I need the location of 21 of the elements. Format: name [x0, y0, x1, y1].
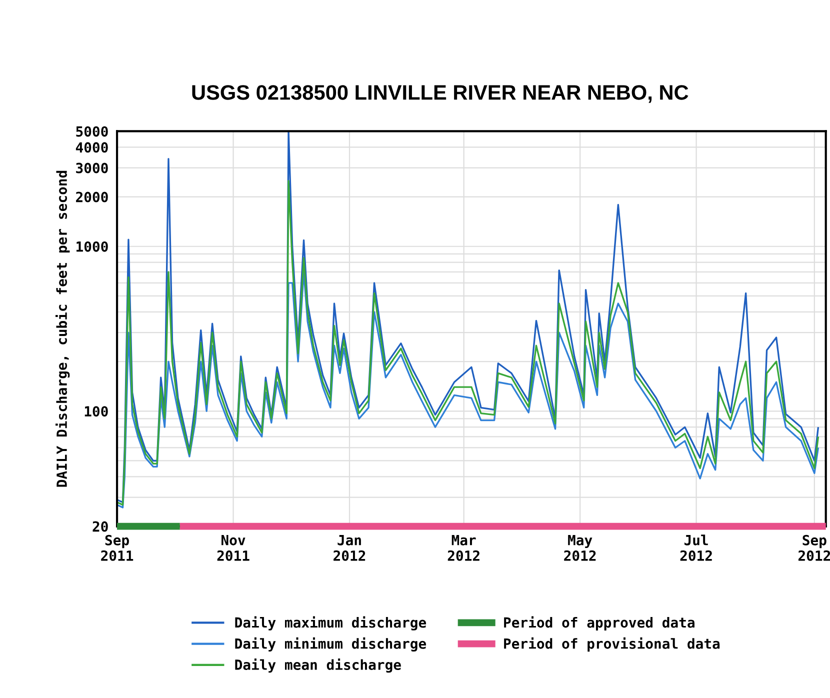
x-tick-label: Jan 2012 — [334, 535, 366, 561]
x-tick-label: May 2012 — [564, 535, 596, 561]
legend-label: Daily maximum discharge — [235, 616, 426, 630]
x-tick-label: Nov 2011 — [217, 535, 250, 561]
y-tick-label: 100 — [84, 406, 108, 417]
y-axis-title: DAILY Discharge, cubic feet per second — [56, 170, 70, 487]
legend-label: Daily mean discharge — [235, 658, 401, 673]
chart-title: USGS 02138500 LINVILLE RIVER NEAR NEBO, NC — [192, 85, 688, 103]
y-tick-label: 3000 — [76, 162, 108, 174]
legend-label: Period of provisional data — [504, 637, 720, 652]
x-tick-label: Sep 2011 — [101, 534, 134, 561]
y-tick-label: 20 — [92, 521, 108, 532]
x-tick-label: Jul 2012 — [680, 534, 712, 561]
y-tick-label: 4000 — [76, 142, 108, 153]
x-tick-label: Sep 2012 — [798, 534, 830, 561]
y-tick-label: 5000 — [76, 126, 108, 137]
x-tick-label: Mar 2012 — [448, 535, 480, 561]
legend-label: Daily minimum discharge — [235, 637, 426, 652]
y-tick-label: 2000 — [76, 192, 108, 202]
y-tick-label: 1000 — [76, 241, 108, 252]
legend-label: Period of approved data — [504, 616, 694, 630]
